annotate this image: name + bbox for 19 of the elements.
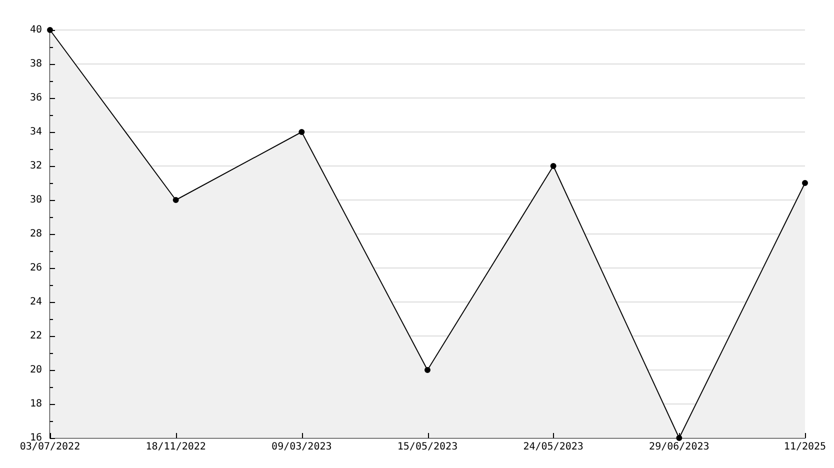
x-tick-label: 24/05/2023 — [523, 442, 584, 453]
y-tick-label: 38 — [30, 58, 42, 70]
x-tick-label: 09/03/2023 — [272, 442, 332, 453]
y-tick-label: 22 — [30, 330, 42, 342]
x-tick-label: 11/2025 — [784, 442, 826, 453]
x-tick-label: 29/06/2023 — [649, 442, 710, 453]
x-tick-label: 18/11/2022 — [146, 442, 206, 453]
y-tick-label: 24 — [30, 296, 42, 308]
y-tick-label: 20 — [30, 364, 42, 376]
y-tick-label: 40 — [30, 24, 42, 36]
y-tick-label: 28 — [30, 228, 42, 240]
x-tick-label: 15/05/2023 — [397, 442, 458, 453]
y-tick-label: 26 — [30, 262, 42, 274]
y-tick-label: 34 — [30, 126, 42, 138]
y-tick-label: 18 — [30, 398, 42, 410]
x-tick-label: 03/07/2022 — [20, 442, 80, 453]
y-tick-label: 32 — [30, 160, 42, 172]
y-tick-label: 36 — [30, 92, 42, 104]
y-tick-label: 30 — [30, 194, 42, 206]
